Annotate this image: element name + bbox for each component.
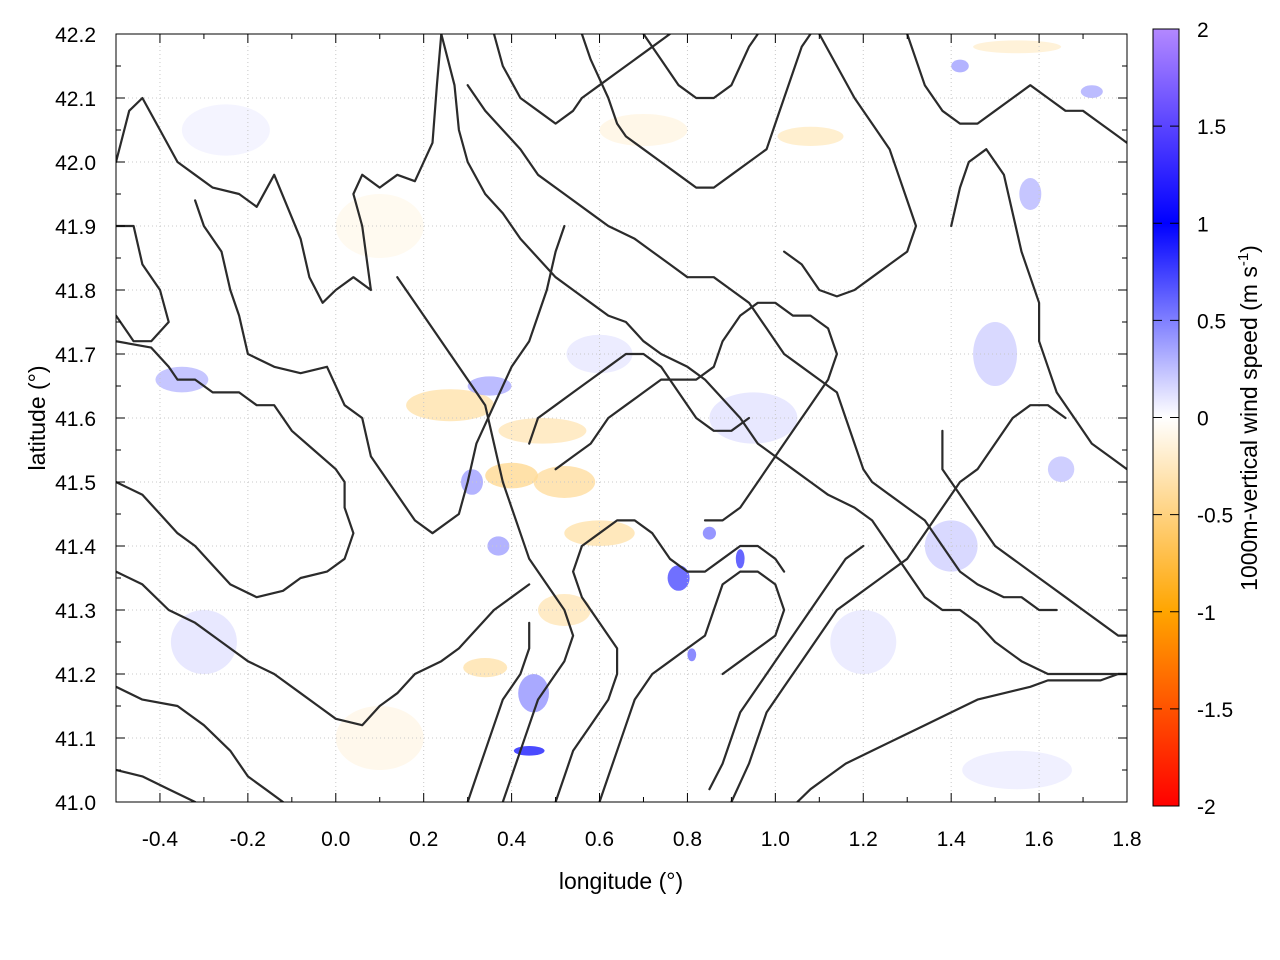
y-tick-label: 42.1 — [55, 88, 96, 111]
y-tick-label: 41.8 — [55, 280, 96, 303]
y-tick-label: 42.2 — [55, 24, 96, 47]
y-tick-label: 41.7 — [55, 344, 96, 367]
contour-line — [528, 352, 751, 445]
wind-speed-patch — [335, 706, 424, 770]
colorbar-tick-label: -1.5 — [1197, 699, 1233, 722]
colorbar-tick-label: 0 — [1197, 408, 1209, 431]
x-tick-label: 0.0 — [321, 828, 350, 851]
wind-speed-patch — [498, 418, 587, 444]
contour-line — [194, 199, 566, 535]
wind-speed-patch — [599, 114, 688, 146]
terrain-contours — [116, 34, 1127, 802]
contour-line — [116, 224, 170, 343]
contour-line — [783, 34, 918, 298]
y-tick-label: 41.2 — [55, 664, 96, 687]
wind-speed-patch — [518, 674, 549, 713]
contour-line — [941, 429, 1127, 637]
colorbar-tick-label: 1.5 — [1197, 116, 1226, 139]
wind-speed-patch — [1019, 178, 1042, 210]
wind-speed-patch — [735, 549, 745, 569]
y-tick-label: 41.4 — [55, 536, 96, 559]
wind-speed-patch — [487, 536, 510, 556]
colorbar-tick-label: -1 — [1197, 602, 1216, 625]
plot-area — [115, 33, 1128, 803]
x-tick-label: 1.0 — [761, 828, 790, 851]
plot-background — [116, 34, 1127, 802]
colorbar-label-superscript: -1 — [1235, 253, 1252, 266]
colorbar: 2 1.5 1 0.5 0 -0.5 -1 -1.5 -2 1000m-vertical win… — [1152, 19, 1262, 819]
x-tick-label: 0.6 — [585, 828, 614, 851]
colorbar-tick-label: 1 — [1197, 213, 1209, 236]
contour-line — [950, 148, 1127, 471]
contour-line — [440, 34, 1127, 676]
y-tick-label: 41.3 — [55, 600, 96, 623]
x-tick-label: -0.2 — [230, 828, 266, 851]
colorbar-tick-labels: 2 1.5 1 0.5 0 -0.5 -1 -1.5 -2 — [1197, 19, 1233, 819]
y-axis-tick-labels: 41.0 41.1 41.2 41.3 41.4 41.5 41.6 41.7 41.8 41.9… — [55, 24, 96, 815]
colorbar-label-main: 1000m-vertical wind speed (m s — [1236, 266, 1262, 591]
contour-line — [466, 84, 1058, 612]
wind-speed-patch — [406, 389, 495, 422]
x-tick-label: 0.8 — [673, 828, 702, 851]
contour-line — [116, 340, 355, 599]
y-tick-label: 41.9 — [55, 216, 96, 239]
x-tick-label: 1.2 — [849, 828, 878, 851]
colorbar-label-end: ) — [1236, 245, 1262, 253]
x-tick-label: 0.2 — [409, 828, 438, 851]
grid-lines — [116, 34, 1127, 802]
contour-line — [708, 544, 865, 791]
x-axis-label: longitude (°) — [559, 868, 683, 894]
contour-line — [554, 519, 786, 802]
wind-speed-patch — [170, 610, 237, 674]
wind-speed-patch — [1080, 85, 1103, 98]
wind-speed-patch — [463, 658, 508, 678]
wind-speed-patch — [181, 104, 270, 156]
contour-line — [116, 768, 197, 802]
contour-line — [796, 672, 1127, 802]
colorbar-tick-label: -2 — [1197, 796, 1216, 819]
axis-ticks — [116, 33, 1128, 803]
x-tick-label: 1.8 — [1112, 828, 1141, 851]
contour-line — [642, 34, 759, 100]
x-tick-label: 1.6 — [1024, 828, 1053, 851]
contour-line — [116, 34, 443, 304]
wind-speed-patch — [962, 750, 1072, 790]
y-tick-label: 41.5 — [55, 472, 96, 495]
wind-speed-patch — [1047, 456, 1075, 483]
wind-speed-patch — [687, 648, 697, 662]
colorbar-tick-label: 2 — [1197, 19, 1209, 42]
x-tick-label: 1.4 — [937, 828, 967, 851]
contour-line — [116, 570, 531, 727]
colorbar-tick-label: 0.5 — [1197, 310, 1226, 333]
wind-speed-patch — [777, 126, 844, 146]
x-tick-label: 0.4 — [497, 828, 527, 851]
contour-line — [730, 404, 1067, 802]
wind-speed-patch — [702, 526, 717, 540]
contour-line — [580, 34, 812, 189]
contour-line — [554, 301, 838, 522]
contour-line — [116, 685, 285, 802]
contour-line — [396, 276, 575, 802]
x-axis-tick-labels: -0.4 -0.2 0.0 0.2 0.4 0.6 0.8 1.0 1.2 1.4 1.6 1.8 — [142, 828, 1142, 851]
y-axis-label: latitude (°) — [24, 365, 50, 470]
wind-speed-patch — [667, 565, 690, 591]
wind-speed-patch — [973, 322, 1018, 386]
y-tick-label: 41.1 — [55, 728, 96, 751]
y-tick-label: 41.6 — [55, 408, 96, 431]
y-tick-label: 42.0 — [55, 152, 96, 175]
contour-line — [598, 570, 786, 802]
x-tick-label: -0.4 — [142, 828, 179, 851]
y-tick-label: 41.0 — [55, 792, 96, 815]
colorbar-tick-label: -0.5 — [1197, 505, 1233, 528]
colorbar-label: 1000m-vertical wind speed (m s-1) — [1235, 245, 1262, 591]
wind-speed-patch — [973, 40, 1062, 54]
wind-speed-patch — [951, 59, 969, 73]
contour-line — [492, 34, 671, 125]
contour-line — [906, 34, 1127, 144]
contour-line — [466, 621, 531, 802]
colorbar-ticks — [1153, 28, 1179, 807]
